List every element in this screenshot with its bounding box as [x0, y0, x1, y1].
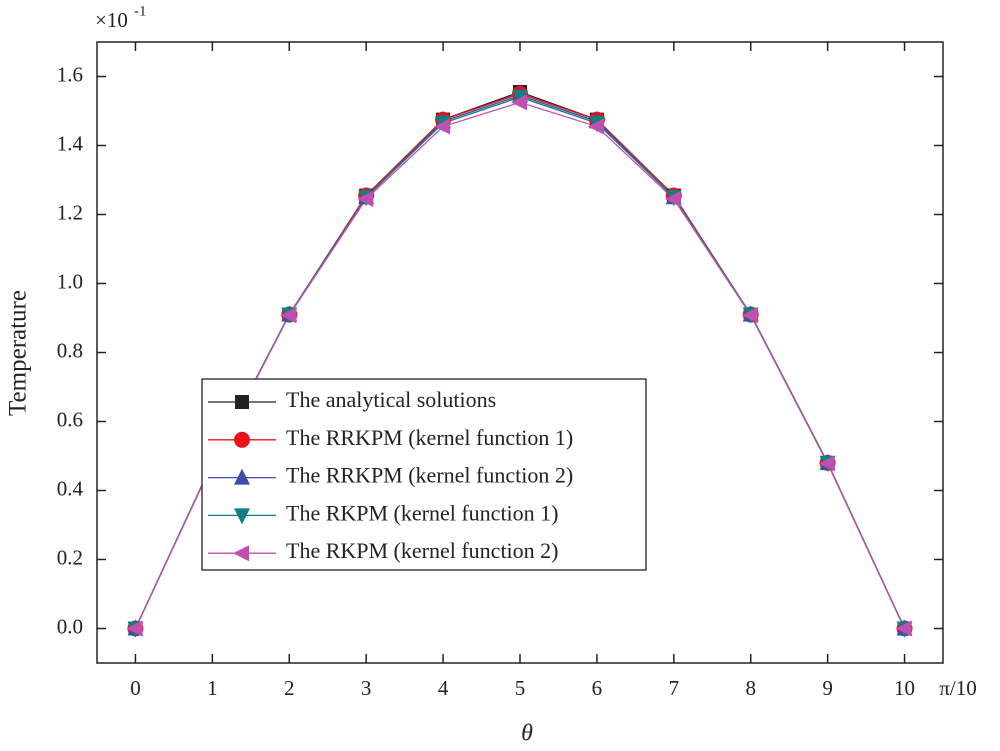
x-tick-label: 4 — [438, 676, 449, 700]
x-tick-label: 5 — [515, 676, 526, 700]
y-tick-label: 1.4 — [57, 131, 84, 155]
y-multiplier-base: ×10 — [95, 8, 128, 32]
x-tick-label: 0 — [130, 676, 141, 700]
marker — [280, 307, 297, 324]
legend-marker — [234, 431, 250, 448]
x-tick-label: 1 — [207, 676, 218, 700]
marker — [741, 307, 758, 324]
y-multiplier-exponent: -1 — [134, 3, 147, 19]
legend-marker — [234, 468, 250, 485]
legend-marker — [234, 508, 250, 525]
legend-label: The RRKPM (kernel function 1) — [286, 425, 573, 450]
marker — [434, 118, 451, 135]
y-tick-label: 0.2 — [57, 545, 83, 569]
x-unit: π/10 — [939, 676, 976, 700]
marker — [511, 94, 527, 111]
x-tick-label: 7 — [669, 676, 680, 700]
legend-marker — [233, 545, 249, 562]
legend-marker — [235, 395, 249, 409]
marker — [818, 455, 835, 472]
y-tick-label: 0.8 — [57, 338, 83, 362]
x-axis-label: θ — [521, 721, 533, 747]
marker — [895, 620, 912, 637]
marker — [357, 190, 374, 207]
legend-label: The RRKPM (kernel function 2) — [286, 463, 573, 488]
marker — [587, 118, 604, 135]
legend-label: The RKPM (kernel function 1) — [286, 500, 559, 525]
x-tick-label: 8 — [745, 676, 756, 700]
legend-box — [201, 378, 647, 571]
x-tick-label: 2 — [284, 676, 295, 700]
y-tick-label: 0.0 — [57, 614, 83, 638]
x-tick-label: 9 — [822, 676, 833, 700]
legend-label: The RKPM (kernel function 2) — [286, 538, 559, 563]
y-tick-label: 1.6 — [57, 62, 83, 86]
y-tick-label: 0.6 — [57, 407, 83, 431]
x-tick-label: 10 — [894, 676, 915, 700]
y-tick-label: 1.0 — [57, 269, 83, 293]
y-axis-label: Temperature — [5, 290, 32, 416]
marker — [126, 620, 143, 637]
y-tick-label: 0.4 — [57, 476, 84, 500]
legend-label: The analytical solutions — [286, 387, 496, 412]
x-tick-label: 6 — [592, 676, 603, 700]
x-tick-label: 3 — [361, 676, 372, 700]
marker — [664, 190, 681, 207]
y-tick-label: 1.2 — [57, 200, 83, 224]
